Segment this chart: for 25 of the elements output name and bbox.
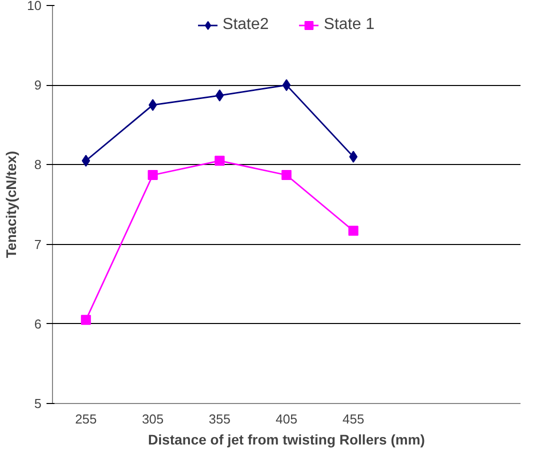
point — [215, 89, 224, 102]
legend-label: State 1 — [324, 16, 374, 34]
point — [82, 154, 90, 167]
y-tick-label: 7 — [34, 236, 42, 252]
point — [282, 79, 291, 92]
point — [282, 170, 292, 180]
x-tick-label: 355 — [208, 412, 230, 426]
x-tick-label: 455 — [342, 412, 364, 426]
y-tick-label: 10 — [27, 0, 42, 13]
x-tick-label: 305 — [142, 412, 164, 426]
y-tick-label: 5 — [34, 396, 42, 411]
y-tick-label: 8 — [34, 157, 42, 172]
point — [214, 156, 225, 166]
point — [348, 226, 358, 236]
x-axis-title: Distance of jet from twisting Rollers (mm) — [148, 432, 425, 448]
x-tick-label: 405 — [276, 412, 298, 426]
point — [80, 314, 91, 325]
legend-label: State2 — [222, 16, 269, 34]
point — [148, 170, 158, 180]
y-tick-label: 9 — [34, 78, 42, 93]
x-tick-label: 255 — [75, 412, 97, 426]
point — [349, 150, 358, 163]
point — [148, 99, 157, 111]
y-tick-label: 6 — [34, 316, 42, 332]
y-axis-title: Tenacity(cN/tex) — [3, 150, 20, 258]
